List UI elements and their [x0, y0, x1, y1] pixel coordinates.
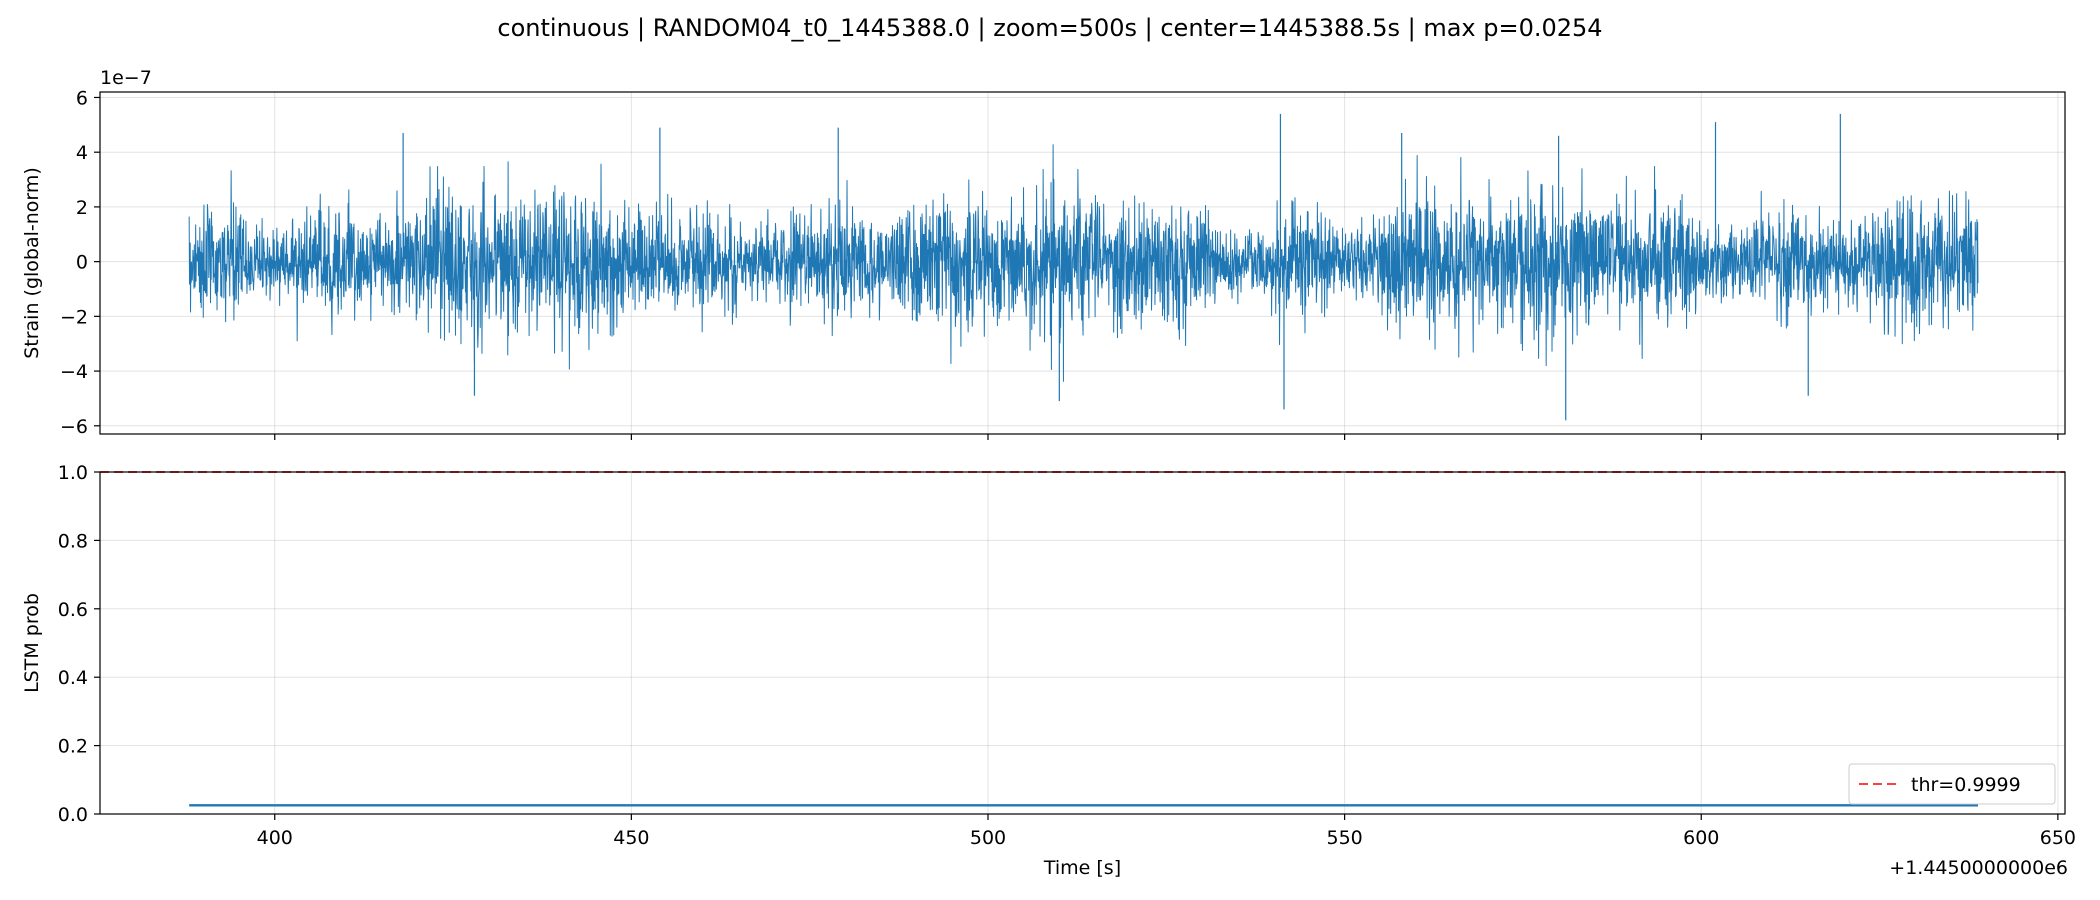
strain-panel: −6 −4 −2 0 2 4 6 Strain (global-norm) 1e−7 — [21, 67, 2066, 440]
strain-y-scale-label: 1e−7 — [100, 67, 152, 89]
lstm-axes-frame — [99, 471, 2066, 815]
bot-y-tick-label: 0.8 — [58, 530, 88, 552]
bot-x-tick-label: 450 — [613, 827, 649, 849]
bot-y-tick-label: 0.6 — [58, 599, 88, 621]
bot-x-tick-label: 600 — [1683, 827, 1719, 849]
strain-y-label: Strain (global-norm) — [21, 167, 43, 359]
top-y-tick-label: 0 — [76, 252, 88, 274]
strain-series — [188, 113, 1979, 421]
strain-axes-frame — [99, 91, 2066, 435]
legend-threshold-label: thr=0.9999 — [1911, 774, 2021, 796]
top-y-tick-label: −2 — [60, 306, 88, 328]
strain-ticks: −6 −4 −2 0 2 4 6 — [60, 87, 2059, 440]
bot-x-tick-label: 500 — [970, 827, 1006, 849]
legend: thr=0.9999 — [1848, 763, 2056, 805]
bot-x-tick-label: 650 — [2040, 827, 2076, 849]
bot-y-tick-label: 0.2 — [58, 736, 88, 758]
bot-x-tick-label: 400 — [257, 827, 293, 849]
lstm-ticks: 400 450 500 550 600 650 0.0 0.2 0.4 0.6 0.8 1.0 — [58, 462, 2076, 849]
x-offset-label: +1.4450000000e6 — [1889, 857, 2068, 879]
legend-box — [1848, 763, 2056, 805]
top-y-tick-label: 6 — [76, 87, 88, 109]
bot-y-tick-label: 0.0 — [58, 804, 88, 826]
top-y-tick-label: −4 — [60, 361, 88, 383]
top-y-tick-label: 4 — [76, 142, 88, 164]
x-axis-label: Time [s] — [1043, 857, 1121, 879]
strain-line — [188, 144, 1979, 382]
top-y-tick-label: −6 — [60, 416, 88, 438]
figure-title: continuous | RANDOM04_t0_1445388.0 | zoo… — [497, 14, 1602, 42]
bot-x-tick-label: 550 — [1326, 827, 1362, 849]
top-y-tick-label: 2 — [76, 197, 88, 219]
lstm-y-label: LSTM prob — [21, 593, 43, 693]
lstm-panel: 400 450 500 550 600 650 0.0 0.2 0.4 0.6 0.8 1.0 LST… — [21, 462, 2076, 879]
bot-y-tick-label: 1.0 — [58, 462, 88, 484]
bot-y-tick-label: 0.4 — [58, 667, 88, 689]
